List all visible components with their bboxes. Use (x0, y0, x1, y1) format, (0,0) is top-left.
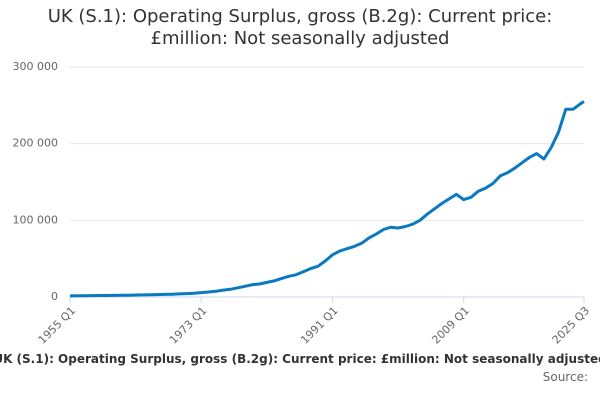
data-line (69, 100, 585, 298)
chart: 0 100 000 200 000 300 000 1955 Q1 1973 Q1 1991… (13, 60, 593, 347)
x-tick-label: 2009 Q1 (429, 304, 472, 347)
x-tick-label: 1973 Q1 (167, 304, 210, 347)
y-tick-label: 100 000 (13, 213, 59, 226)
y-tick-label: 200 000 (13, 137, 59, 150)
y-tick-label: 0 (51, 290, 58, 303)
y-tick-label: 300 000 (13, 60, 59, 73)
caption: UK (S.1): Operating Surplus, gross (B.2g… (0, 352, 600, 366)
x-tick-label: 1991 Q1 (298, 304, 341, 347)
source-label: Source: (542, 370, 588, 384)
x-tick-label: 1955 Q1 (36, 304, 79, 347)
chart-title: UK (S.1): Operating Surplus, gross (B.2g… (47, 6, 553, 49)
x-tick-label: 2025 Q3 (550, 304, 593, 347)
